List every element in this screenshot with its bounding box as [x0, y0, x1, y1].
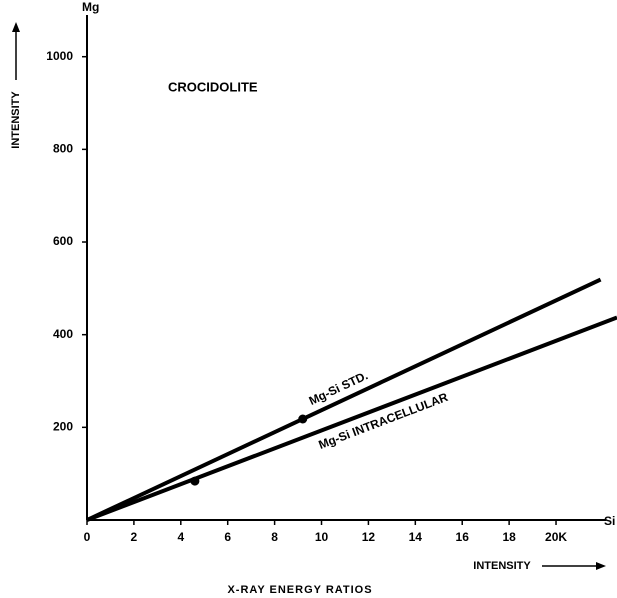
annotation: CROCIDOLITE [168, 79, 258, 94]
x-tick-label: 20K [545, 530, 567, 544]
x-tick-label: 10 [315, 530, 329, 544]
y-arrow [12, 22, 20, 80]
x-tick-label: 8 [271, 530, 278, 544]
y-axis-label: INTENSITY [10, 91, 22, 149]
series-label: Mg-Si INTRACELLULAR [317, 390, 451, 452]
series-line [86, 277, 602, 522]
series-line [86, 315, 617, 522]
y-tick-label: 400 [53, 327, 73, 341]
x-tick-label: 16 [456, 530, 470, 544]
chart-title: X-RAY ENERGY RATIOS [227, 584, 372, 596]
x-tick-label: 6 [224, 530, 231, 544]
y-tick-label: 600 [53, 234, 73, 248]
data-point [298, 414, 308, 424]
x-tick-label: 18 [502, 530, 516, 544]
x-tick-label: 4 [177, 530, 184, 544]
x-tick-label: 2 [131, 530, 138, 544]
x-axis-label: INTENSITY [473, 560, 531, 572]
y-tick-label: 1000 [46, 49, 73, 63]
data-point [190, 476, 200, 486]
y-tick-label: 800 [53, 142, 73, 156]
x-tick-label: 14 [409, 530, 423, 544]
x-arrow [542, 562, 606, 570]
x-tick-label: 0 [84, 530, 91, 544]
y-unit: Mg [82, 0, 99, 14]
y-tick-label: 200 [53, 420, 73, 434]
x-tick-label: 12 [362, 530, 376, 544]
x-unit: Si [604, 514, 615, 528]
